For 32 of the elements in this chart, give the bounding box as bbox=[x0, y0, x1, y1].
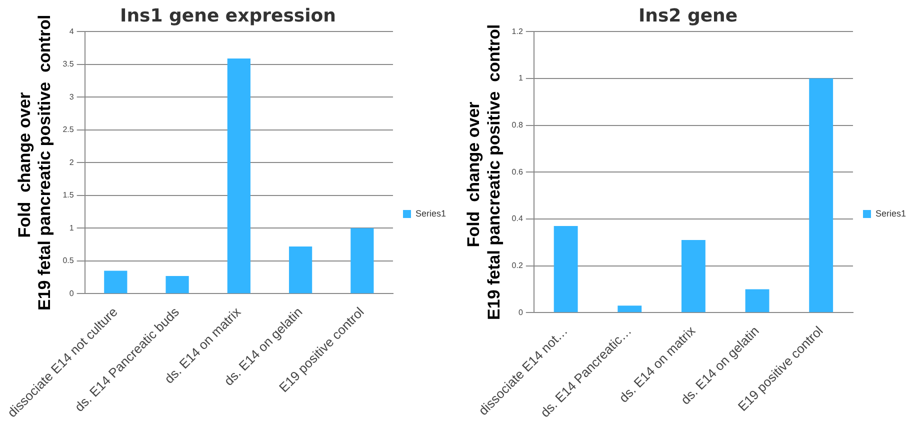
y-tick-label: 3 bbox=[69, 92, 74, 102]
chart-title: Ins1 gene expression bbox=[120, 5, 336, 26]
y-tick-label: 2 bbox=[69, 158, 74, 167]
y-tick-label: 0 bbox=[69, 288, 74, 298]
y-tick-label: 1 bbox=[69, 223, 74, 232]
y-tick-label: 3.5 bbox=[62, 60, 74, 69]
y-tick-label: 2.5 bbox=[62, 125, 74, 134]
bar bbox=[745, 289, 770, 312]
y-tick-label: 0.8 bbox=[512, 120, 524, 130]
y-axis-title: Fold change over E19 fetal pancreatic positive control bbox=[464, 24, 504, 320]
bar bbox=[227, 58, 250, 294]
y-tick-label: 0 bbox=[518, 308, 524, 317]
bar bbox=[104, 270, 128, 294]
y-tick-label: 0.2 bbox=[512, 260, 524, 270]
chart-title: Ins2 gene bbox=[638, 5, 738, 26]
y-tick-label: 1.5 bbox=[62, 190, 74, 200]
bar bbox=[681, 240, 706, 312]
y-tick-label: 1 bbox=[518, 74, 524, 83]
legend-label: Series1 bbox=[415, 208, 446, 218]
y-axis-title: Fold change over E19 fetal pancreatic positive control bbox=[14, 14, 54, 311]
legend-label: Series1 bbox=[875, 208, 906, 218]
y-tick-label: 0.6 bbox=[512, 167, 524, 176]
bar bbox=[350, 228, 374, 294]
bar bbox=[166, 276, 189, 294]
y-tick-label: 4 bbox=[69, 26, 74, 36]
bar bbox=[809, 78, 834, 312]
bar bbox=[618, 306, 642, 312]
y-tick-label: 1.2 bbox=[512, 26, 524, 36]
y-tick-label: 0.4 bbox=[512, 214, 524, 224]
bar bbox=[554, 226, 578, 312]
bar bbox=[288, 246, 312, 294]
y-tick-label: 0.5 bbox=[62, 256, 74, 266]
